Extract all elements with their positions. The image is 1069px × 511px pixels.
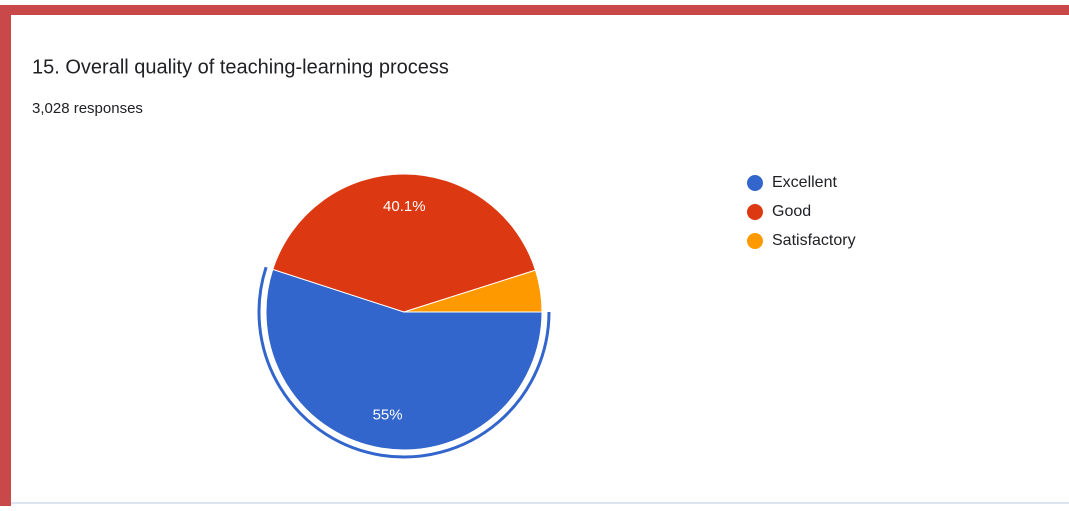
legend-label: Good — [772, 203, 811, 220]
legend-swatch — [747, 204, 763, 220]
legend-swatch — [747, 233, 763, 249]
bottom-divider — [11, 502, 1069, 504]
response-count: 3,028 responses — [32, 100, 143, 117]
top-border — [0, 5, 1069, 15]
slice-label: 55% — [373, 407, 403, 424]
pie-slice — [272, 173, 537, 313]
left-border — [0, 5, 11, 506]
pie: 55% 40.1% — [257, 173, 551, 459]
pie-slice — [403, 269, 543, 313]
selected-outline — [257, 266, 551, 459]
legend: Excellent Good Satisfactory — [747, 174, 856, 249]
pie-slice — [265, 268, 543, 451]
legend-swatch — [747, 175, 763, 191]
slice-label: 40.1% — [383, 198, 426, 215]
legend-label: Satisfactory — [772, 232, 856, 249]
legend-label: Excellent — [772, 174, 837, 191]
question-title: 15. Overall quality of teaching-learning… — [32, 56, 449, 78]
